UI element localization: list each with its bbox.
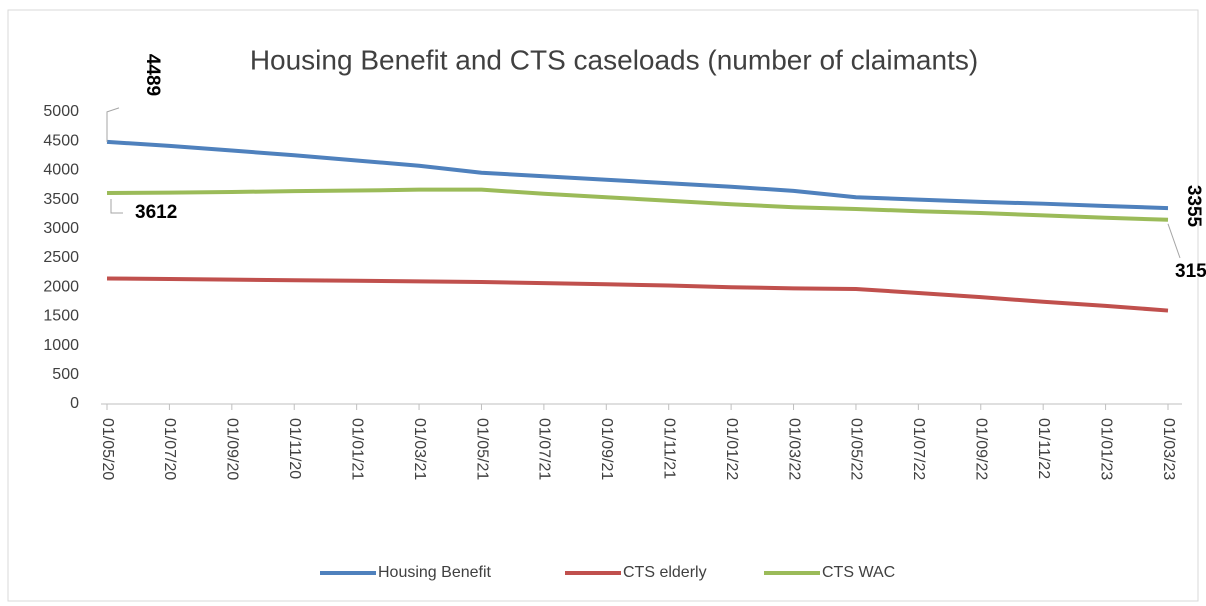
x-tick-label: 01/09/20 [224, 418, 241, 480]
y-tick-label: 4500 [43, 132, 79, 149]
x-tick-label: 01/11/21 [660, 418, 677, 479]
x-tick-label: 01/11/20 [286, 418, 303, 479]
x-tick-label: 01/07/20 [161, 418, 178, 480]
y-tick-label: 3500 [43, 191, 79, 208]
y-tick-label: 2000 [43, 278, 79, 295]
y-tick-label: 2500 [43, 249, 79, 266]
x-tick-label: 01/07/22 [910, 418, 927, 480]
legend-label: Housing Benefit [378, 564, 492, 581]
x-tick-label: 01/01/23 [1097, 418, 1114, 480]
y-tick-label: 500 [52, 366, 79, 383]
x-tick-label: 01/05/20 [99, 418, 116, 480]
x-tick-label: 01/09/21 [598, 418, 615, 480]
leader-line [1167, 223, 1181, 259]
x-tick-label: 01/03/21 [411, 418, 428, 480]
x-tick-label: 01/05/22 [848, 418, 865, 480]
data-label: 4489 [142, 54, 163, 96]
y-tick-label: 5000 [43, 103, 79, 120]
leader-line [106, 107, 120, 142]
x-tick-label: 01/09/22 [973, 418, 990, 480]
y-tick-label: 3000 [43, 220, 79, 237]
x-tick-label: 01/03/22 [785, 418, 802, 480]
y-tick-label: 4000 [43, 162, 79, 179]
y-tick-label: 1000 [43, 337, 79, 354]
series-line [106, 139, 1169, 211]
chart-frame [7, 9, 1199, 602]
x-tick-label: 01/03/23 [1160, 418, 1177, 480]
chart-title: Housing Benefit and CTS caseloads (numbe… [250, 44, 978, 75]
series-line [106, 187, 1169, 222]
x-tick-label: 01/07/21 [536, 418, 553, 480]
data-label: 3154 [1175, 261, 1206, 282]
x-tick-label: 01/05/21 [473, 418, 490, 480]
x-tick-label: 01/01/22 [723, 418, 740, 480]
legend-label: CTS elderly [623, 564, 707, 581]
x-tick-label: 01/01/21 [348, 418, 365, 480]
leader-line [110, 199, 123, 214]
y-tick-label: 1500 [43, 308, 79, 325]
data-label: 3355 [1183, 185, 1204, 228]
y-tick-label: 0 [70, 395, 79, 412]
x-tick-label: 01/11/22 [1035, 418, 1052, 479]
legend-label: CTS WAC [822, 564, 895, 581]
data-label: 3612 [135, 202, 177, 223]
series-line [106, 276, 1169, 313]
